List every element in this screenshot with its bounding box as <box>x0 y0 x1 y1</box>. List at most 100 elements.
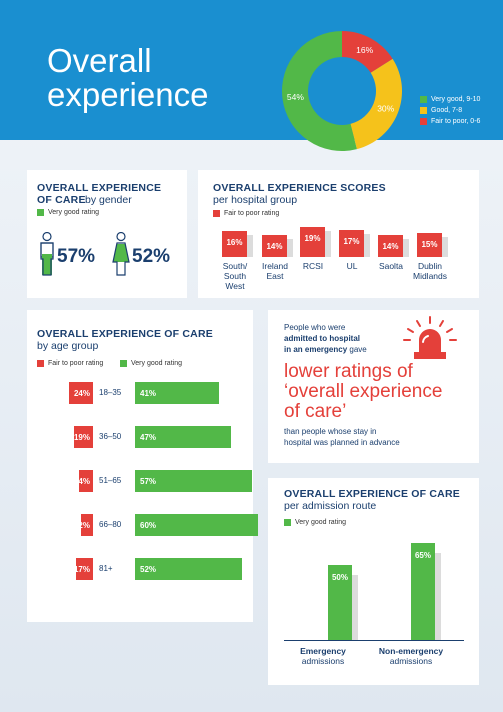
donut-slice <box>350 58 402 150</box>
hospital-category-label: Ireland East <box>262 261 288 281</box>
legend-swatch <box>37 209 44 216</box>
admission-legend: Very good rating <box>284 519 346 526</box>
hospital-subtitle: per hospital group <box>213 194 298 206</box>
admission-bar: 65% <box>411 542 435 640</box>
legend-item-good: Good, 7-8 <box>420 106 480 114</box>
donut-label: 30% <box>377 103 394 113</box>
age-legend-red: Fair to poor rating <box>37 360 103 367</box>
age-category-label: 18–35 <box>99 388 122 397</box>
legend-swatch <box>120 360 127 367</box>
legend-label: Very good rating <box>48 209 99 216</box>
callout-foot2: hospital was planned in advance <box>284 438 400 447</box>
hospital-bar: 16% <box>222 231 247 257</box>
callout-bold1: admitted to hospital <box>284 334 360 343</box>
fair-poor-bar: 24% <box>69 382 93 404</box>
x-axis-line <box>284 640 464 641</box>
callout-big2: ‘overall experience <box>284 381 443 402</box>
age-subtitle: by age group <box>37 340 99 352</box>
very-good-bar: 57% <box>135 470 252 492</box>
callout-big3: of care’ <box>284 401 347 422</box>
fair-poor-bar: 12% <box>74 514 93 536</box>
legend-label: Fair to poor rating <box>48 360 104 367</box>
header-banner: Overall experience 16% 30% 54% Very good, … <box>0 0 503 151</box>
donut-legend: Very good, 9-10 Good, 7-8 Fair to poor, … <box>420 95 480 128</box>
donut-slice <box>282 31 357 151</box>
legend-label: Very good, 9-10 <box>431 95 481 103</box>
hospital-category-label: Saolta <box>378 261 404 271</box>
hospital-bar: 17% <box>339 229 364 257</box>
page-title: Overall experience <box>47 44 208 112</box>
donut-label: 16% <box>356 45 373 55</box>
age-title: OVERALL EXPERIENCE OF CARE <box>37 328 213 340</box>
cat-bold: Non-emergency <box>378 646 444 656</box>
admission-bar-chart: 50% 65% <box>268 478 479 685</box>
age-category-label: 36–50 <box>99 432 122 441</box>
overall-donut-chart: 16% 30% 54% <box>282 31 402 151</box>
admission-subtitle: per admission route <box>284 500 377 512</box>
age-category-label: 51–65 <box>99 476 122 485</box>
male-value: 57% <box>57 246 96 267</box>
callout-foot1: than people whose stay in <box>284 427 377 436</box>
age-legend-green: Very good rating <box>120 360 182 367</box>
fair-poor-bar: 17% <box>74 558 93 580</box>
age-bar-chart: 24% 18–35 41% 19% 36–50 47% 14% 51–65 57% 12% 66–8… <box>27 310 258 622</box>
hospital-bar: 14% <box>378 234 403 257</box>
gender-subtitle: by gender <box>85 194 132 206</box>
admission-card: OVERALL EXPERIENCE OF CARE per admission… <box>268 478 479 685</box>
category-label-non-emergency: Non-emergency admissions <box>361 646 461 666</box>
hospital-bar: 19% <box>300 226 325 257</box>
legend-swatch <box>420 106 427 114</box>
hospital-title: OVERALL EXPERIENCE SCORES <box>213 182 386 194</box>
legend-swatch <box>284 519 291 526</box>
age-card: OVERALL EXPERIENCE OF CARE by age group … <box>27 310 258 622</box>
male-icon <box>40 232 54 276</box>
callout-headline: lower ratings of ‘overall experience of … <box>284 362 474 422</box>
gender-legend: Very good rating <box>37 209 99 216</box>
very-good-bar: 47% <box>135 426 232 448</box>
gender-card: OVERALL EXPERIENCE OF CARE by gender Ver… <box>27 170 187 298</box>
callout-bold2: in an emergency <box>284 345 348 354</box>
callout-line1: People who were <box>284 323 346 332</box>
legend-label: Very good rating <box>131 360 182 367</box>
callout-footer: than people whose stay in hospital was p… <box>284 426 400 448</box>
emergency-callout: People who were admitted to hospital in … <box>268 310 479 463</box>
donut-slice <box>342 31 393 73</box>
hospital-bar: 15% <box>417 233 442 257</box>
title-line-1: Overall <box>47 42 152 79</box>
legend-item-fair-poor: Fair to poor, 0-6 <box>420 117 480 125</box>
siren-icon <box>403 316 457 359</box>
category-label-emergency: Emergency admissions <box>278 646 368 666</box>
gender-heading: OVERALL EXPERIENCE OF CARE <box>37 182 182 206</box>
age-category-label: 81+ <box>99 564 113 573</box>
female-icon <box>112 232 130 276</box>
hospital-category-label: South/ South West <box>222 261 248 291</box>
title-line-2: experience <box>47 76 209 113</box>
gender-title-line2: OF CARE <box>37 194 86 206</box>
hospital-legend: Fair to poor rating <box>213 210 279 217</box>
admission-bar: 50% <box>328 565 352 640</box>
legend-swatch <box>213 210 220 217</box>
fair-poor-bar: 14% <box>74 470 93 492</box>
cat-rest: admissions <box>301 656 345 666</box>
hospital-card: OVERALL EXPERIENCE SCORES per hospital g… <box>198 170 479 298</box>
fair-poor-bar: 19% <box>74 426 93 448</box>
callout-line2-rest: gave <box>347 345 367 354</box>
legend-label: Good, 7-8 <box>431 106 463 114</box>
hospital-category-label: UL <box>346 261 358 271</box>
legend-label: Very good rating <box>295 519 346 526</box>
legend-item-very-good: Very good, 9-10 <box>420 95 480 103</box>
legend-swatch <box>37 360 44 367</box>
hospital-category-label: RCSI <box>302 261 324 271</box>
very-good-bar: 52% <box>135 558 242 580</box>
age-category-label: 66–80 <box>99 520 122 529</box>
legend-label: Fair to poor, 0-6 <box>431 117 481 125</box>
donut-label: 54% <box>287 92 304 102</box>
very-good-bar: 60% <box>135 514 258 536</box>
callout-big1: lower ratings of <box>284 361 413 382</box>
hospital-category-label: Dublin Midlands <box>412 261 448 281</box>
gender-title: OVERALL EXPERIENCE <box>37 182 162 194</box>
callout-intro: People who were admitted to hospital in … <box>284 322 414 355</box>
legend-label: Fair to poor rating <box>224 210 280 217</box>
legend-swatch <box>420 95 427 103</box>
female-value: 52% <box>132 246 171 267</box>
